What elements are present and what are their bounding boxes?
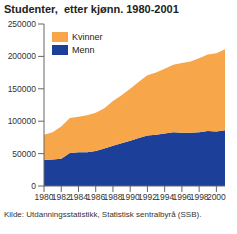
html-text:Kvinner: Kvinner xyxy=(72,32,103,42)
svg-text:2000: 2000 xyxy=(207,192,226,202)
html-text:1990 1992 1994: 1990 1992 1994 xyxy=(120,192,175,202)
html-text:Kilde: Utdanningsstatistikk, S: Kilde: Utdanningsstatistikk, Statistisk … xyxy=(4,210,202,219)
svg-text:150000: 150000 xyxy=(8,84,36,94)
svg-text:1996: 1996 xyxy=(172,192,192,202)
svg-text:200000: 200000 xyxy=(8,51,36,61)
html-text:1982 1984 1986: 1982 1984 1986 xyxy=(51,192,106,202)
svg-text:100000: 100000 xyxy=(8,116,36,126)
svg-text:250000: 250000 xyxy=(8,19,36,29)
html-text:Menn: Menn xyxy=(72,45,95,55)
svg-text:1988: 1988 xyxy=(103,192,123,202)
svg-text:50000: 50000 xyxy=(12,149,36,159)
svg-text:1998: 1998 xyxy=(189,192,209,202)
svg-text:1980: 1980 xyxy=(34,192,54,202)
svg-text:0: 0 xyxy=(31,181,36,191)
html-text:Studenter, etter kjønn. 1980-2: Studenter, etter kjønn. 1980-2001 xyxy=(4,3,179,15)
